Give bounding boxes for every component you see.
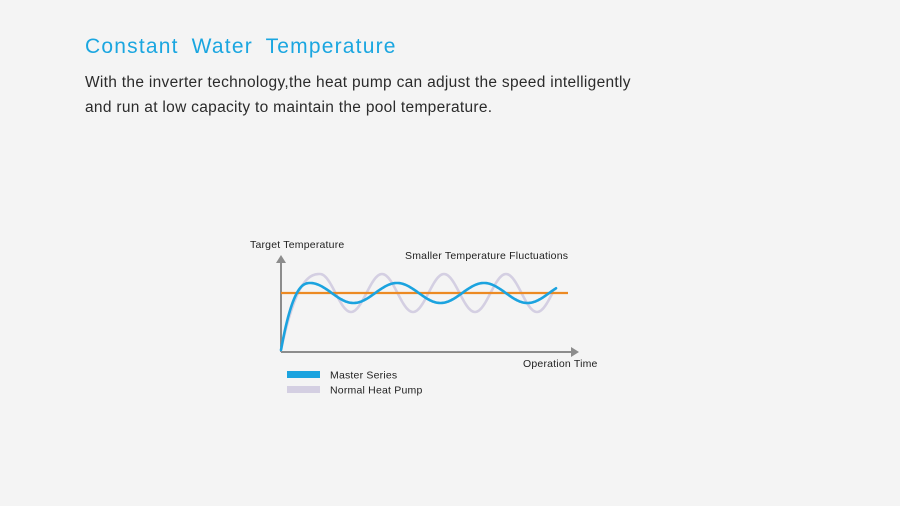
y-axis-arrow-icon <box>276 255 286 263</box>
page-description: With the inverter technology,the heat pu… <box>85 70 725 120</box>
x-axis-arrow-icon <box>571 347 579 357</box>
description-line-1: With the inverter technology,the heat pu… <box>85 74 631 91</box>
page-title: Constant Water Temperature <box>85 35 397 58</box>
master-series-curve <box>279 281 558 352</box>
axes <box>276 255 579 357</box>
fluctuation-annotation: Smaller Temperature Fluctuations <box>405 250 568 262</box>
normal-heat-pump-curve <box>279 272 555 352</box>
y-axis-label: Target Temperature <box>250 239 344 251</box>
legend-swatch-master-series <box>287 371 320 378</box>
legend-swatch-normal-heat-pump <box>287 386 320 393</box>
x-axis-label: Operation Time <box>523 358 598 370</box>
legend-label-master-series: Master Series <box>330 370 397 382</box>
legend-label-normal-heat-pump: Normal Heat Pump <box>330 385 422 397</box>
legend: Master Series Normal Heat Pump <box>287 370 422 397</box>
description-line-2: and run at low capacity to maintain the … <box>85 99 493 116</box>
